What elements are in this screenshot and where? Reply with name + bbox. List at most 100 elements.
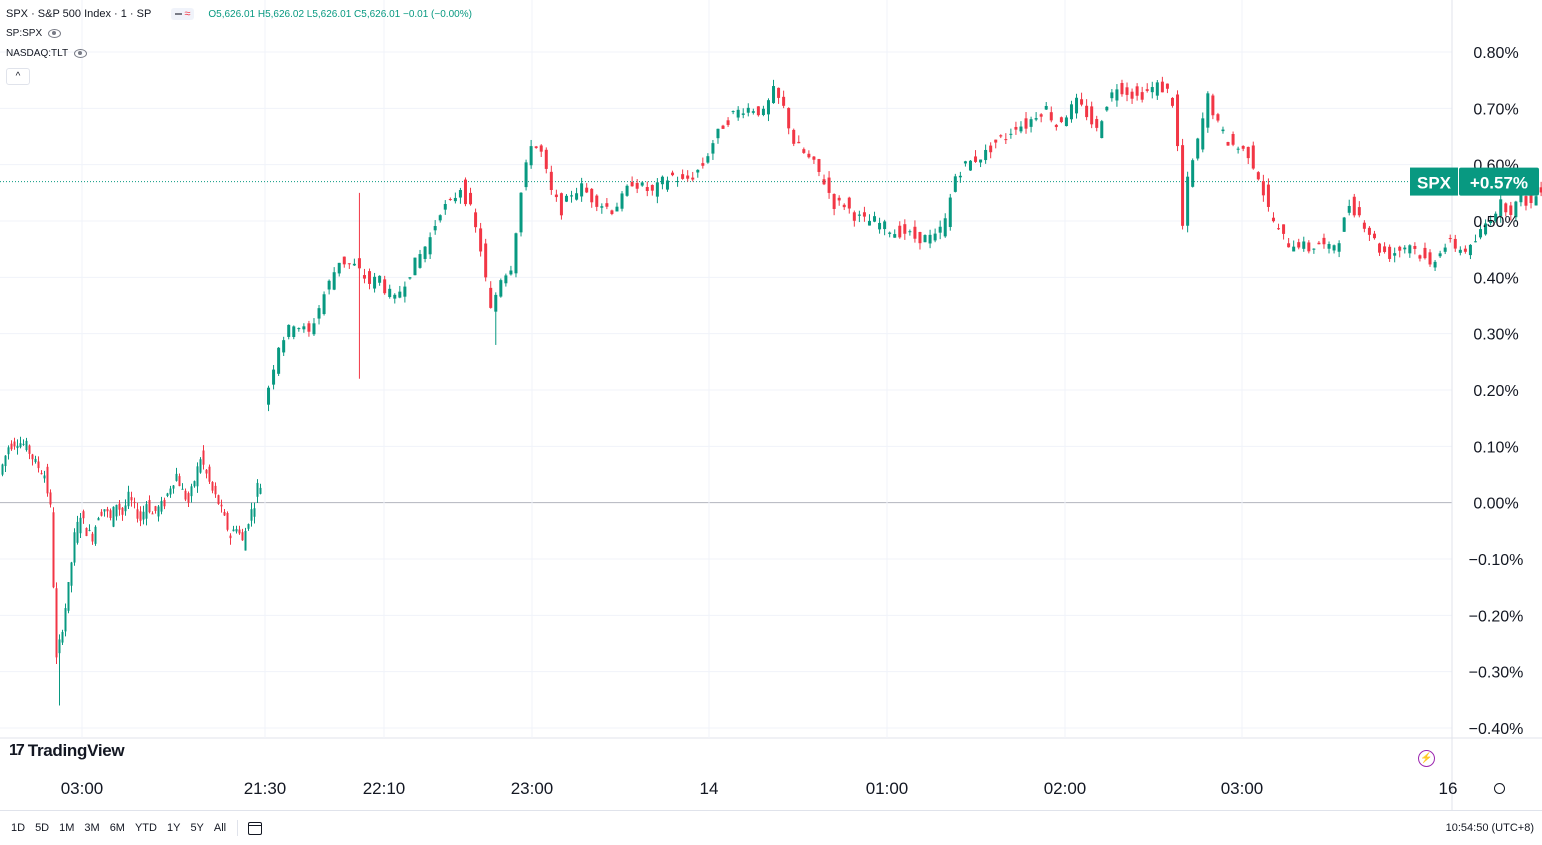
ohlc-values: O5,626.01 H5,626.02 L5,626.01 C5,626.01 … — [208, 9, 472, 20]
candle-body — [1156, 82, 1159, 95]
candle — [828, 171, 831, 199]
candle — [671, 171, 674, 177]
tv-logo-icon: 17 — [9, 742, 23, 760]
candle-body — [140, 511, 142, 520]
candle — [1050, 106, 1053, 122]
candle-body — [74, 532, 76, 562]
calendar-icon[interactable] — [248, 822, 262, 835]
candle — [239, 526, 241, 535]
candle — [1004, 133, 1007, 144]
candle-body — [188, 493, 190, 503]
range-button-all[interactable]: All — [209, 822, 231, 834]
candle-body — [1075, 98, 1078, 114]
candle-body — [1206, 93, 1209, 127]
range-button-6m[interactable]: 6M — [105, 822, 130, 834]
eye-icon[interactable] — [74, 49, 87, 58]
candle — [122, 507, 124, 521]
candle — [1343, 217, 1346, 232]
candle-body — [787, 108, 790, 128]
candle — [1257, 171, 1260, 180]
tradingview-logo[interactable]: 17 TradingView — [9, 741, 124, 761]
symbol-title[interactable]: SPX · S&P 500 Index · 1 · SP — [6, 8, 151, 20]
candle — [1196, 138, 1199, 161]
y-tick-label: 0.20% — [1473, 383, 1518, 400]
candle — [83, 510, 85, 524]
candle — [585, 183, 588, 193]
range-button-5d[interactable]: 5D — [30, 822, 54, 834]
candle-body — [200, 459, 202, 472]
candle — [1398, 246, 1401, 258]
candle — [646, 182, 649, 197]
candle-body — [233, 530, 235, 532]
candle-body — [742, 113, 745, 114]
range-button-1y[interactable]: 1Y — [162, 822, 185, 834]
candle-body — [44, 475, 46, 478]
x-tick-label: 03:00 — [1221, 779, 1264, 798]
legend-toggle-icon[interactable]: ≈ — [171, 8, 194, 20]
candle — [353, 259, 356, 266]
candle — [251, 503, 253, 527]
candle — [924, 234, 927, 242]
range-button-3m[interactable]: 3M — [79, 822, 104, 834]
candle-body — [666, 181, 669, 190]
candle — [419, 250, 422, 269]
range-button-1d[interactable]: 1D — [6, 822, 30, 834]
candle-body — [29, 446, 31, 454]
candle-body — [176, 474, 178, 481]
compare-symbol-spx[interactable]: SP:SPX — [6, 28, 61, 39]
collapse-legend-button[interactable]: ^ — [6, 68, 30, 85]
clock-display[interactable]: 10:54:50 (UTC+8) — [1446, 822, 1534, 834]
symbol-legend[interactable]: SPX · S&P 500 Index · 1 · SP ≈ O5,626.01… — [6, 8, 472, 20]
candle-body — [1019, 127, 1022, 132]
candle — [242, 529, 244, 541]
lightning-icon[interactable]: ⚡ — [1418, 750, 1435, 767]
y-tick-label: 0.10% — [1473, 439, 1518, 456]
eye-icon[interactable] — [48, 29, 61, 38]
candle-body — [464, 180, 467, 204]
candle — [155, 506, 157, 514]
candle — [363, 269, 366, 283]
candle — [176, 468, 178, 482]
candle — [398, 286, 401, 298]
candle — [782, 91, 785, 109]
candle — [509, 266, 512, 276]
candle-body — [131, 497, 133, 500]
candle — [200, 457, 202, 474]
candle-body — [530, 146, 533, 165]
candle-body — [479, 228, 482, 251]
candle-body — [413, 258, 416, 276]
candle — [413, 258, 416, 276]
chart-canvas[interactable]: 0.80%0.70%0.60%0.50%0.40%0.30%0.20%0.10%… — [0, 0, 1542, 810]
candle — [1085, 99, 1088, 120]
candle-body — [429, 237, 432, 254]
candle — [570, 191, 573, 203]
candle-body — [676, 181, 679, 182]
candle-body — [631, 182, 634, 186]
candle-body — [535, 146, 538, 148]
range-button-5y[interactable]: 5Y — [185, 822, 208, 834]
candle — [212, 481, 214, 493]
candle-body — [459, 190, 462, 198]
candle-body — [1307, 242, 1310, 251]
candle-body — [1333, 245, 1336, 250]
candle-body — [1317, 243, 1320, 244]
candle-body — [802, 149, 805, 153]
candle-body — [924, 235, 927, 242]
settings-icon[interactable] — [1494, 783, 1505, 794]
candle — [838, 195, 841, 206]
candle-body — [903, 224, 906, 234]
candle — [101, 509, 103, 516]
range-button-ytd[interactable]: YTD — [130, 822, 162, 834]
candle-body — [812, 157, 815, 160]
candle-body — [732, 111, 735, 112]
range-button-1m[interactable]: 1M — [54, 822, 79, 834]
candle-body — [1524, 196, 1527, 206]
candle-body — [1176, 94, 1179, 146]
compare-symbol-tlt[interactable]: NASDAQ:TLT — [6, 48, 87, 59]
candle — [984, 144, 987, 163]
candle — [848, 197, 851, 214]
candle — [338, 263, 341, 277]
candle — [92, 532, 94, 545]
candle-body — [1418, 255, 1421, 258]
